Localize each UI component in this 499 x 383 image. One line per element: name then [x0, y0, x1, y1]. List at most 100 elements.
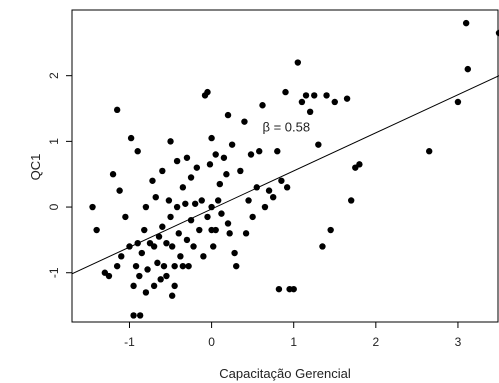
data-point	[319, 243, 326, 250]
data-point	[249, 213, 256, 221]
data-point	[168, 292, 176, 299]
data-point	[274, 148, 281, 155]
data-point	[171, 262, 178, 270]
data-point	[256, 148, 263, 155]
data-point	[141, 226, 148, 234]
data-point	[136, 272, 143, 280]
data-point	[193, 164, 201, 171]
data-point	[283, 184, 291, 191]
data-point	[163, 239, 170, 247]
data-point	[206, 161, 214, 168]
data-point	[173, 157, 181, 165]
data-point	[265, 187, 273, 194]
data-point	[228, 141, 236, 148]
x-tick-label: 3	[455, 335, 462, 349]
data-point	[356, 161, 363, 168]
data-point	[462, 19, 470, 27]
data-point	[282, 88, 289, 96]
data-point	[130, 312, 137, 319]
data-point	[132, 262, 140, 270]
data-point	[315, 141, 322, 148]
data-point	[233, 262, 240, 270]
x-tick-label: 1	[290, 335, 297, 349]
data-point	[216, 180, 224, 188]
data-point	[223, 171, 230, 178]
data-point	[157, 276, 164, 283]
data-point	[426, 148, 433, 155]
data-point	[210, 243, 217, 250]
data-point	[167, 138, 174, 145]
data-point	[118, 253, 125, 260]
data-point	[183, 236, 191, 244]
data-point	[237, 167, 244, 175]
data-point	[224, 220, 232, 227]
data-point	[136, 312, 144, 319]
y-axis-label: QC1	[28, 154, 43, 181]
data-point	[212, 226, 219, 234]
data-point	[160, 262, 168, 270]
data-point	[290, 285, 297, 293]
data-point	[204, 213, 211, 221]
data-point	[259, 102, 266, 109]
data-point	[185, 262, 192, 270]
data-point	[278, 177, 285, 184]
data-point	[275, 285, 283, 293]
data-point	[126, 243, 133, 250]
data-point	[155, 233, 163, 240]
x-tick-label: 2	[372, 335, 379, 349]
data-point	[183, 154, 191, 161]
data-point	[226, 230, 233, 237]
data-point	[134, 239, 141, 247]
data-point	[138, 249, 145, 257]
data-point	[179, 184, 187, 191]
data-point	[149, 177, 156, 184]
data-point	[294, 59, 302, 66]
data-point	[253, 184, 260, 191]
data-point	[159, 223, 166, 230]
data-point	[175, 230, 182, 237]
y-tick-label: 0	[47, 203, 61, 210]
data-point	[191, 200, 199, 207]
data-point	[144, 266, 151, 273]
data-point	[93, 226, 100, 234]
data-point	[182, 200, 189, 207]
data-point	[200, 253, 207, 260]
data-point	[127, 134, 135, 142]
x-axis-label: Capacitação Gerencial	[219, 366, 351, 381]
data-point	[306, 108, 314, 116]
y-axis: -1 0 1 2	[47, 72, 72, 278]
x-tick-label: -1	[124, 335, 135, 349]
data-point	[142, 289, 150, 296]
data-point	[173, 203, 181, 211]
regression-line	[72, 75, 499, 275]
data-point	[89, 203, 96, 211]
data-point	[122, 213, 129, 221]
data-point	[220, 154, 228, 161]
data-point	[242, 230, 250, 237]
data-point	[150, 282, 158, 290]
data-point	[159, 167, 166, 175]
data-point	[231, 249, 238, 257]
data-point	[130, 282, 137, 290]
y-tick-label: -1	[47, 267, 61, 278]
data-point	[113, 262, 121, 270]
x-axis: -1 0 1 2 3	[124, 322, 462, 349]
data-point	[247, 151, 255, 158]
data-point	[298, 98, 306, 106]
data-point	[187, 174, 195, 181]
data-point	[343, 95, 351, 102]
data-point	[154, 259, 161, 267]
data-point	[327, 226, 334, 234]
y-tick-label: 1	[47, 138, 61, 145]
data-point	[150, 243, 158, 250]
data-point	[142, 203, 150, 211]
data-point	[241, 118, 248, 125]
data-point	[198, 197, 205, 204]
data-point	[214, 197, 222, 204]
data-point	[218, 210, 225, 217]
data-point	[167, 213, 174, 221]
data-point	[109, 171, 117, 178]
beta-annotation: β = 0.58	[263, 120, 311, 135]
data-point	[105, 272, 113, 280]
